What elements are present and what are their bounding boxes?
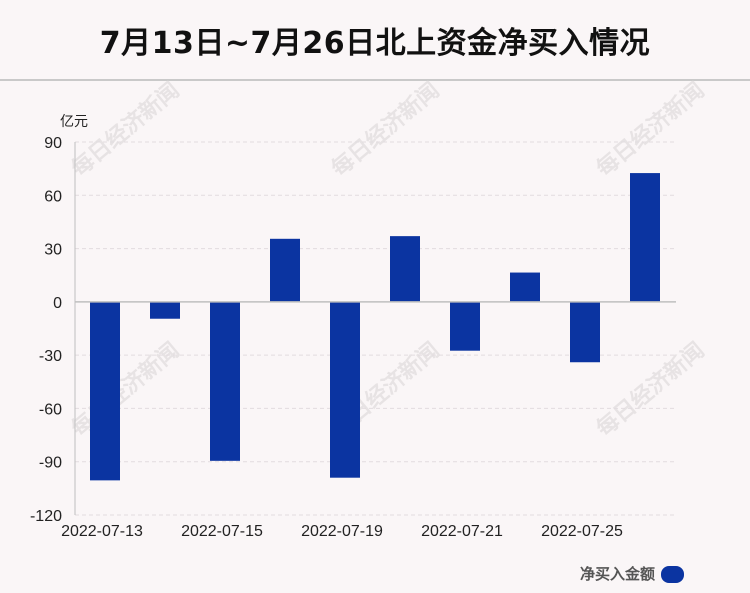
y-tick-label: -120 [30,508,62,525]
y-tick-label: -30 [39,348,62,365]
x-tick-label: 2022-07-25 [541,523,623,540]
bar [390,236,420,302]
bar [450,301,480,351]
x-tick-label: 2022-07-21 [421,523,503,540]
x-tick-label: 2022-07-19 [301,523,383,540]
y-tick-labels: 90 60 30 0 -30 -60 -90 -120 [30,135,62,525]
bars [90,173,660,481]
y-tick-label: -60 [39,401,62,418]
y-tick-label: 60 [44,188,62,205]
watermark-text: 每日经济新闻 [592,337,710,442]
y-tick-label: 0 [53,295,62,312]
y-tick-label: -90 [39,455,62,472]
legend-swatch [661,566,684,583]
watermark-text: 每日经济新闻 [327,77,445,182]
unit-label: 亿元 [60,114,88,130]
bar [510,272,540,302]
bar [210,301,240,461]
watermark-text: 每日经济新闻 [592,77,710,182]
bar [90,301,120,481]
legend: 净买入金额 [580,565,684,583]
bar [150,301,180,319]
bar [570,301,600,363]
y-tick-label: 30 [44,242,62,259]
watermark-text: 每日经济新闻 [67,337,185,442]
bar [330,301,360,478]
x-tick-label: 2022-07-15 [181,523,263,540]
title-bar: 7月13日~7月26日北上资金净买入情况 [0,0,750,81]
axes [74,142,676,515]
x-tick-label: 2022-07-13 [61,523,143,540]
x-tick-labels: 2022-07-13 2022-07-15 2022-07-19 2022-07-21… [61,523,623,540]
y-tick-label: 90 [44,135,62,152]
page-title: 7月13日~7月26日北上资金净买入情况 [99,25,651,61]
bar [270,238,300,302]
legend-label: 净买入金额 [580,565,655,583]
bar [630,173,660,302]
